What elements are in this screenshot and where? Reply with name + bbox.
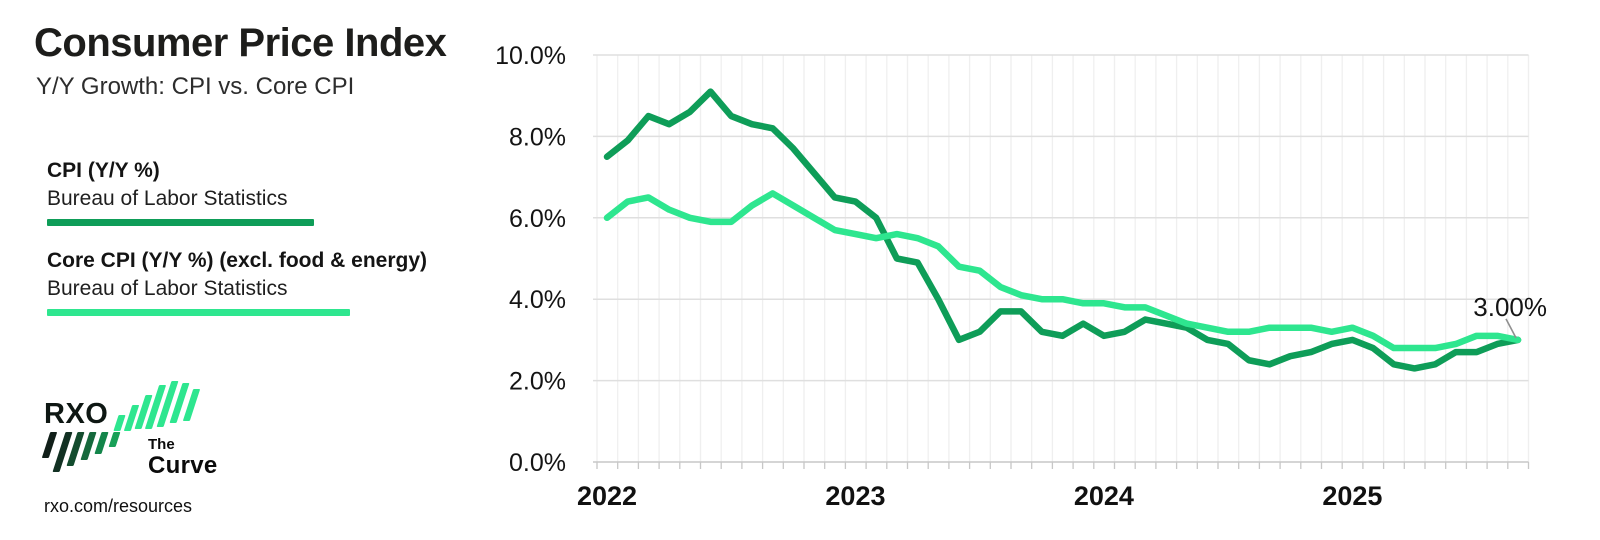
cpi-color-swatch — [47, 219, 314, 226]
x-axis-year-label: 2023 — [825, 481, 885, 511]
y-axis-tick-label: 2.0% — [509, 368, 566, 396]
page-subtitle: Y/Y Growth: CPI vs. Core CPI — [36, 73, 355, 100]
y-axis-tick-label: 8.0% — [509, 123, 566, 151]
y-axis-tick-label: 4.0% — [509, 286, 566, 314]
tagline-curve: Curve — [148, 452, 218, 479]
legend-source-core-cpi: Bureau of Labor Statistics — [47, 277, 288, 300]
y-axis-tick-label: 0.0% — [509, 449, 566, 477]
legend-source-cpi: Bureau of Labor Statistics — [47, 187, 288, 210]
y-axis-tick-label: 6.0% — [509, 205, 566, 233]
rxo-the-curve-logo: RXO The Curve — [41, 381, 264, 481]
y-axis-tick-label: 10.0% — [495, 42, 566, 70]
core-cpi-line — [603, 190, 1522, 352]
rxo-logo-text: RXO — [44, 398, 109, 430]
the-curve-wordmark: The Curve — [148, 437, 218, 478]
legend-label-core-cpi: Core CPI (Y/Y %) (excl. food & energy) — [47, 249, 428, 272]
core-cpi-color-swatch — [47, 309, 350, 316]
legend-item-cpi: CPI (Y/Y %) Bureau of Labor Statistics — [47, 159, 314, 226]
legend-label-cpi: CPI (Y/Y %) — [47, 159, 160, 182]
annotation-leader-line — [1505, 318, 1517, 339]
x-axis-year-label: 2025 — [1322, 481, 1382, 511]
x-axis-year-label: 2024 — [1074, 481, 1134, 511]
cpi-line — [603, 88, 1522, 372]
site-url: rxo.com/resources — [44, 496, 193, 516]
tagline-the: The — [148, 436, 175, 453]
page-title: Consumer Price Index — [34, 21, 447, 65]
x-axis-year-label: 2022 — [577, 481, 637, 511]
legend-item-core-cpi: Core CPI (Y/Y %) (excl. food & energy) B… — [47, 249, 427, 316]
last-value-annotation: 3.00% — [1473, 292, 1547, 322]
